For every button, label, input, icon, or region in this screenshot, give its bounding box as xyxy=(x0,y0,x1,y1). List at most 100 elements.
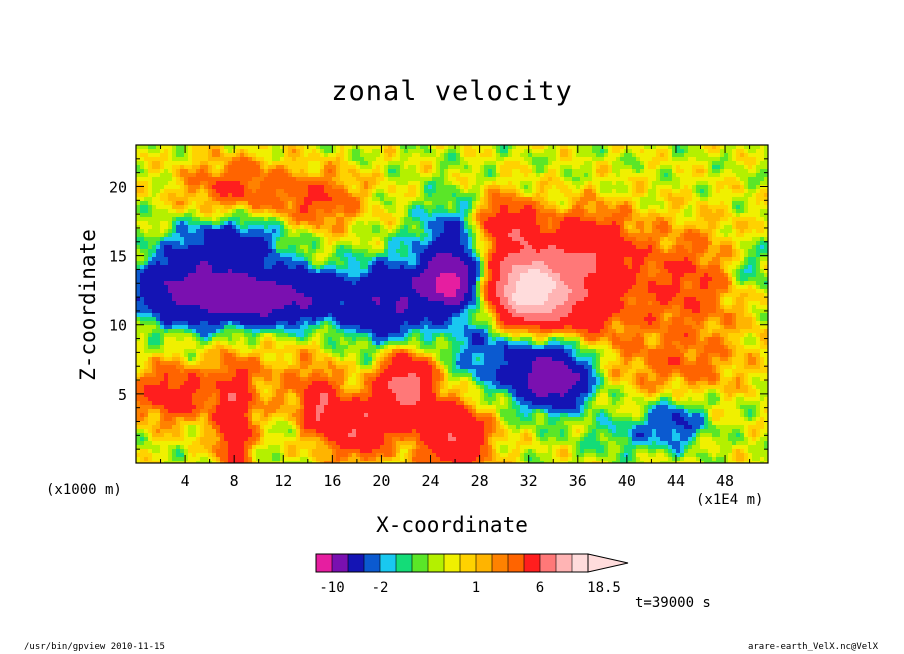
field-cell xyxy=(604,201,609,206)
field-cell xyxy=(580,173,585,178)
field-cell xyxy=(320,257,325,262)
field-cell xyxy=(540,205,545,210)
field-cell xyxy=(244,205,249,210)
field-cell xyxy=(388,169,393,174)
field-cell xyxy=(656,145,661,150)
field-cell xyxy=(460,197,465,202)
field-cell xyxy=(656,225,661,230)
field-cell xyxy=(620,165,625,170)
field-cell xyxy=(344,165,349,170)
field-cell xyxy=(644,209,649,214)
field-cell xyxy=(172,269,177,274)
field-cell xyxy=(220,237,225,242)
field-cell xyxy=(172,265,177,270)
field-cell xyxy=(336,209,341,214)
field-cell xyxy=(532,173,537,178)
field-cell xyxy=(736,145,741,150)
field-cell xyxy=(620,185,625,190)
field-cell xyxy=(264,241,269,246)
field-cell xyxy=(324,265,329,270)
field-cell xyxy=(304,209,309,214)
field-cell xyxy=(136,233,141,238)
field-cell xyxy=(264,245,269,250)
field-cell xyxy=(504,145,509,150)
field-cell xyxy=(652,205,657,210)
field-cell xyxy=(728,161,733,166)
field-cell xyxy=(312,193,317,198)
field-cell xyxy=(220,197,225,202)
field-cell xyxy=(516,181,521,186)
field-cell xyxy=(228,237,233,242)
field-cell xyxy=(364,221,369,226)
field-cell xyxy=(344,181,349,186)
field-cell xyxy=(284,181,289,186)
field-cell xyxy=(248,189,253,194)
field-cell xyxy=(260,181,265,186)
field-cell xyxy=(704,201,709,206)
field-cell xyxy=(332,193,337,198)
field-cell xyxy=(648,265,653,270)
field-cell xyxy=(464,181,469,186)
field-cell xyxy=(416,253,421,258)
field-cell xyxy=(332,157,337,162)
field-cell xyxy=(576,249,581,254)
field-cell xyxy=(436,237,441,242)
field-cell xyxy=(420,153,425,158)
field-cell xyxy=(660,213,665,218)
field-cell xyxy=(380,149,385,154)
field-cell xyxy=(252,241,257,246)
field-cell xyxy=(400,149,405,154)
field-cell xyxy=(552,229,557,234)
field-cell xyxy=(568,185,573,190)
field-cell xyxy=(392,161,397,166)
field-cell xyxy=(696,257,701,262)
field-cell xyxy=(632,265,637,270)
field-cell xyxy=(412,153,417,158)
field-cell xyxy=(376,153,381,158)
field-cell xyxy=(376,185,381,190)
field-cell xyxy=(720,177,725,182)
field-cell xyxy=(376,193,381,198)
field-cell xyxy=(308,201,313,206)
field-cell xyxy=(648,205,653,210)
field-cell xyxy=(600,217,605,222)
field-cell xyxy=(148,249,153,254)
field-cell xyxy=(720,169,725,174)
field-cell xyxy=(380,217,385,222)
field-cell xyxy=(176,173,181,178)
field-cell xyxy=(276,261,281,266)
field-cell xyxy=(452,185,457,190)
field-cell xyxy=(256,209,261,214)
field-cell xyxy=(664,145,669,150)
field-cell xyxy=(664,169,669,174)
field-cell xyxy=(280,253,285,258)
field-cell xyxy=(420,221,425,226)
field-cell xyxy=(184,217,189,222)
field-cell xyxy=(320,209,325,214)
field-cell xyxy=(232,161,237,166)
field-cell xyxy=(700,165,705,170)
field-cell xyxy=(604,161,609,166)
field-cell xyxy=(440,169,445,174)
field-cell xyxy=(660,197,665,202)
field-cell xyxy=(652,249,657,254)
field-cell xyxy=(320,185,325,190)
field-cell xyxy=(704,177,709,182)
field-cell xyxy=(564,201,569,206)
field-cell xyxy=(156,169,161,174)
field-cell xyxy=(732,209,737,214)
field-cell xyxy=(328,181,333,186)
field-cell xyxy=(180,205,185,210)
field-cell xyxy=(592,185,597,190)
field-cell xyxy=(640,197,645,202)
field-cell xyxy=(220,189,225,194)
field-cell xyxy=(168,165,173,170)
field-cell xyxy=(760,145,765,150)
field-cell xyxy=(736,225,741,230)
field-cell xyxy=(140,197,145,202)
field-cell xyxy=(432,205,437,210)
field-cell xyxy=(748,153,753,158)
field-cell xyxy=(308,217,313,222)
field-cell xyxy=(688,237,693,242)
field-cell xyxy=(572,229,577,234)
